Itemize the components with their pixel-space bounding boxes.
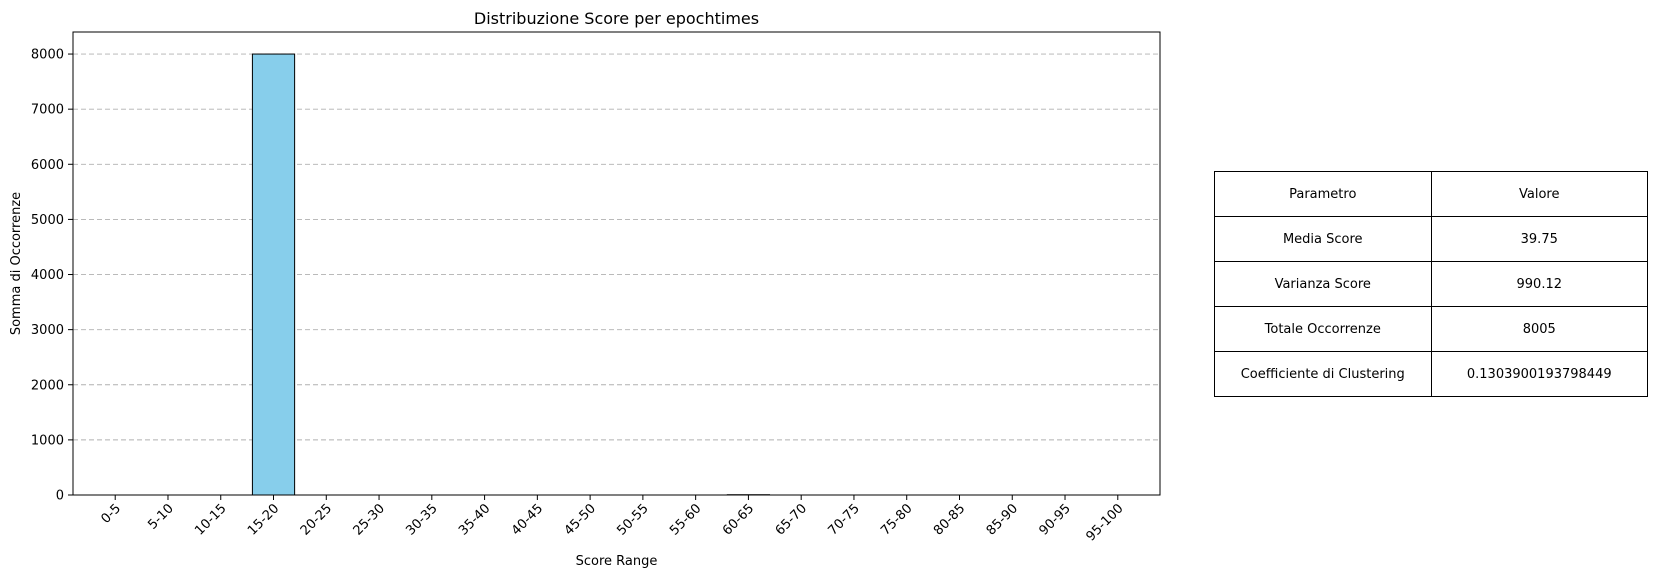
table-cell-parameter: Varianza Score xyxy=(1214,261,1432,307)
table-cell-value: 0.1303900193798449 xyxy=(1430,351,1648,397)
x-tick-label: 35-40 xyxy=(456,501,493,538)
x-axis-label: Score Range xyxy=(576,554,658,569)
y-tick-label: 1000 xyxy=(31,433,64,448)
x-tick-label: 50-55 xyxy=(614,501,651,538)
x-tick-label: 25-30 xyxy=(351,501,388,538)
table-row: Varianza Score 990.12 xyxy=(1214,261,1648,307)
x-tick-label: 80-85 xyxy=(931,501,968,538)
table-cell-parameter: Media Score xyxy=(1214,216,1432,262)
table-cell-value: 990.12 xyxy=(1430,261,1648,307)
y-tick-label: 8000 xyxy=(31,48,64,63)
y-tick-label: 7000 xyxy=(31,103,64,118)
x-tick-label: 45-50 xyxy=(562,501,599,538)
x-tick-label: 70-75 xyxy=(825,501,862,538)
x-tick-label: 0-5 xyxy=(98,501,124,527)
x-tick-label: 90-95 xyxy=(1037,501,1074,538)
y-tick-label: 3000 xyxy=(31,323,64,338)
x-axis-ticks: 0-5 5-10 10-15 15-20 20-25 25-30 30-35 35-40 40-… xyxy=(98,495,1127,544)
table-row: Coefficiente di Clustering 0.130390019379… xyxy=(1214,351,1648,397)
y-axis-label: Somma di Occorrenze xyxy=(9,192,24,335)
y-tick-label: 4000 xyxy=(31,268,64,283)
table-cell-parameter: Parametro xyxy=(1214,171,1432,217)
x-tick-label: 60-65 xyxy=(720,501,757,538)
x-tick-label: 95-100 xyxy=(1083,501,1126,544)
bar-15-20 xyxy=(251,53,296,496)
grid-lines xyxy=(73,53,1160,441)
table-row: Totale Occorrenze 8005 xyxy=(1214,306,1648,352)
y-tick-label: 0 xyxy=(56,489,64,504)
x-tick-label: 75-80 xyxy=(878,501,915,538)
x-tick-label: 30-35 xyxy=(403,501,440,538)
statistics-table: Parametro Valore Media Score 39.75 Varianza … xyxy=(1214,171,1648,397)
table-cell-parameter: Coefficiente di Clustering xyxy=(1214,351,1432,397)
table-cell-value: 8005 xyxy=(1430,306,1648,352)
y-tick-label: 6000 xyxy=(31,158,64,173)
y-axis-ticks: 0 1000 2000 3000 4000 5000 6000 7000 8000 xyxy=(31,48,73,504)
plot-frame xyxy=(72,31,1161,496)
table-cell-parameter: Totale Occorrenze xyxy=(1214,306,1432,352)
chart-title: Distribuzione Score per epochtimes xyxy=(474,9,759,28)
x-tick-label: 15-20 xyxy=(245,501,282,538)
x-tick-label: 65-70 xyxy=(773,501,810,538)
x-tick-label: 5-10 xyxy=(145,501,176,532)
x-tick-label: 85-90 xyxy=(984,501,1021,538)
x-tick-label: 55-60 xyxy=(667,501,704,538)
bars xyxy=(251,53,771,496)
table-cell-value: Valore xyxy=(1430,171,1648,217)
x-tick-label: 10-15 xyxy=(192,501,229,538)
y-tick-label: 5000 xyxy=(31,213,64,228)
x-tick-label: 20-25 xyxy=(298,501,335,538)
table-header-row: Parametro Valore xyxy=(1214,171,1648,217)
table-row: Media Score 39.75 xyxy=(1214,216,1648,262)
x-tick-label: 40-45 xyxy=(509,501,546,538)
y-tick-label: 2000 xyxy=(31,378,64,393)
table-cell-value: 39.75 xyxy=(1430,216,1648,262)
